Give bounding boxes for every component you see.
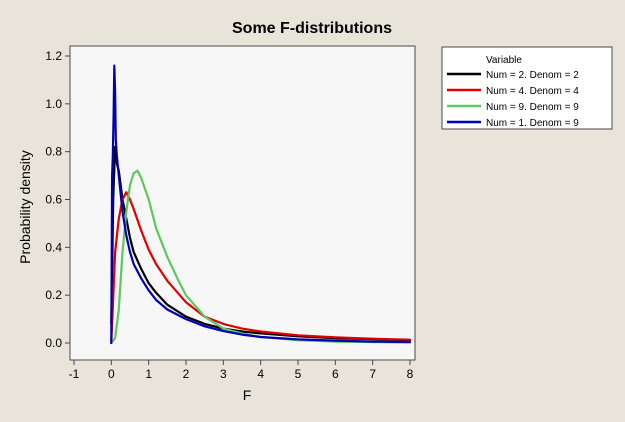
legend-label: Num = 4. Denom = 4 (486, 86, 579, 97)
x-tick-label: 2 (183, 367, 190, 381)
series-line-4 (110, 64, 412, 345)
legend-title: Variable (486, 55, 522, 66)
x-tick-label: 8 (407, 367, 414, 381)
chart-title: Some F-distributions (232, 20, 392, 37)
x-tick-label: 6 (332, 367, 339, 381)
legend-label: Num = 2. Denom = 2 (486, 70, 579, 81)
series-lines (110, 64, 412, 345)
y-tick-label: 1.0 (45, 97, 62, 111)
legend-items: Num = 2. Denom = 2 Num = 4. Denom = 4 Num … (447, 70, 579, 129)
legend-label: Num = 1. Denom = 9 (486, 118, 579, 129)
x-tick-label: 1 (145, 367, 152, 381)
y-axis-label: Probability density (17, 150, 33, 264)
legend-label: Num = 9. Denom = 9 (486, 102, 579, 113)
y-tick-label: 0.2 (45, 288, 62, 302)
x-tick-label: 5 (295, 367, 302, 381)
x-axis-label: F (243, 387, 252, 403)
x-tick-label: 4 (257, 367, 264, 381)
legend-box (441, 46, 613, 130)
x-tick-label: 3 (220, 367, 227, 381)
x-tick-label: 0 (108, 367, 115, 381)
y-tick-label: 0.0 (45, 336, 62, 350)
x-tick-label: 7 (369, 367, 376, 381)
axes: -1 0 1 2 3 4 5 6 7 8 0.0 0.2 0.4 0.6 0.8 1.0 1.2 (45, 49, 413, 381)
y-tick-label: 1.2 (45, 49, 62, 63)
y-tick-label: 0.6 (45, 193, 62, 207)
series-line-2 (110, 191, 412, 345)
y-tick-label: 0.8 (45, 145, 62, 159)
x-tick-label: -1 (69, 367, 80, 381)
legend: Variable Num = 2. Denom = 2 Num = 4. Deno… (441, 46, 613, 130)
y-tick-label: 0.4 (45, 240, 62, 254)
